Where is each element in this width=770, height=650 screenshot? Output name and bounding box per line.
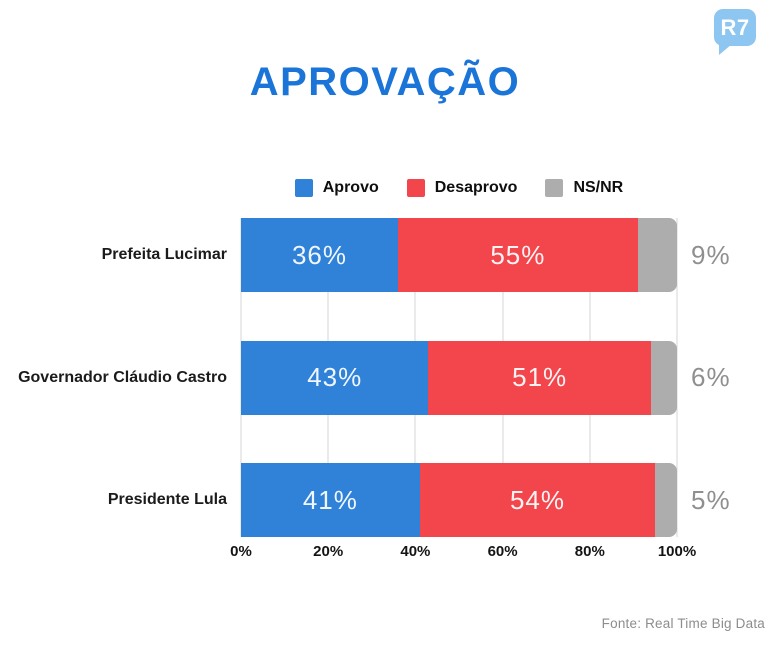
x-axis-tick-label: 40% — [400, 543, 431, 560]
value-label: 41% — [302, 484, 358, 515]
bar-segment-nsnr — [650, 340, 677, 415]
bar-segment-aprovo: 43% — [241, 340, 429, 415]
x-axis-tick-label: 0% — [230, 543, 252, 560]
x-axis-tick-label: 60% — [487, 543, 518, 560]
source-note: Fonte: Real Time Big Data — [601, 616, 765, 631]
plot-area: 0% 20% 40% 60% 80% 100% Prefeita Lucimar 36% 55%… — [18, 218, 730, 560]
legend-label-nsnr: NS/NR — [573, 179, 624, 196]
legend-swatch-nsnr — [545, 179, 564, 197]
value-label: 51% — [512, 362, 568, 392]
bar-row: 41% 54% — [241, 463, 677, 537]
category-label: Presidente Lula — [107, 491, 227, 508]
value-label: 54% — [509, 484, 565, 515]
bar-segment-desaprovo: 55% — [397, 218, 638, 292]
page-title: APROVAÇÃO — [249, 60, 521, 104]
category-label: Governador Cláudio Castro — [18, 368, 227, 386]
bar-segment-nsnr — [637, 218, 677, 292]
legend-label-aprovo: Aprovo — [322, 179, 379, 196]
gridline — [676, 218, 678, 537]
legend-swatch-aprovo — [294, 179, 313, 197]
value-label: 55% — [490, 239, 546, 270]
r7-logo: R7 — [714, 9, 756, 55]
bar-segment-desaprovo: 51% — [428, 340, 651, 415]
x-axis-tick-label: 80% — [574, 543, 605, 560]
legend-label-desaprovo: Desaprovo — [434, 179, 518, 196]
bar-segment-nsnr — [655, 463, 677, 537]
chart-legend: Aprovo Desaprovo NS/NR — [241, 177, 677, 199]
legend-item-aprovo: Aprovo — [294, 179, 379, 197]
bar-row: 43% 51% — [241, 340, 677, 415]
x-axis-tick-label: 20% — [313, 543, 344, 560]
x-axis-tick-label: 100% — [657, 543, 697, 560]
legend-swatch-desaprovo — [406, 179, 425, 197]
bar-segment-aprovo: 36% — [241, 218, 398, 292]
value-label: 36% — [291, 239, 347, 270]
bar-row: 36% 55% — [241, 218, 677, 292]
nsnr-outside-label: 6% — [691, 362, 731, 392]
r7-logo-text: R7 — [720, 14, 750, 40]
bar-segment-desaprovo: 54% — [419, 463, 656, 537]
legend-item-nsnr: NS/NR — [545, 179, 623, 197]
bar-segment-aprovo: 41% — [241, 463, 420, 537]
title-wrap: APROVAÇÃO — [0, 62, 770, 102]
category-label: Prefeita Lucimar — [101, 246, 227, 263]
nsnr-outside-label: 5% — [691, 484, 731, 515]
nsnr-outside-label: 9% — [691, 239, 731, 270]
legend-item-desaprovo: Desaprovo — [406, 179, 518, 197]
value-label: 43% — [307, 362, 363, 392]
